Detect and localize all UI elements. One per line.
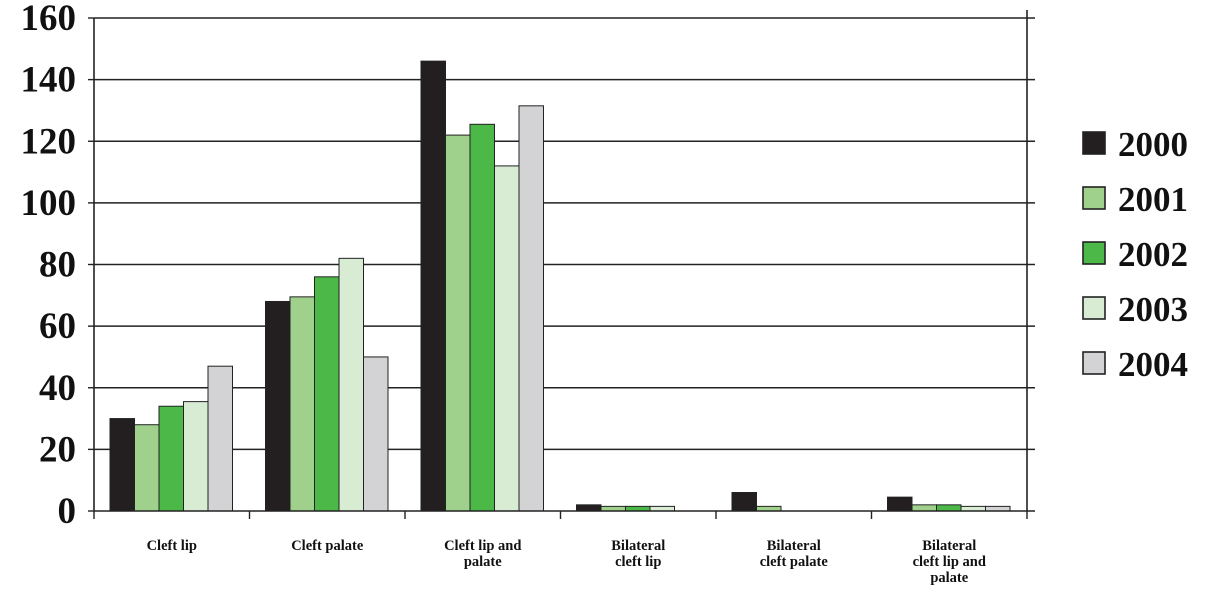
bar-2004-2 xyxy=(518,105,544,512)
axes xyxy=(88,10,1035,519)
x-tick-label: Bilateral xyxy=(767,538,821,554)
x-tick-label: palate xyxy=(464,554,502,570)
y-tick-label: 40 xyxy=(39,368,76,409)
legend-swatch xyxy=(1082,241,1106,265)
y-tick-label: 0 xyxy=(58,491,77,532)
bar-2004-1 xyxy=(363,356,389,512)
bar-2002-1 xyxy=(314,276,340,512)
legend-label: 2003 xyxy=(1118,290,1188,329)
bar-2002-2 xyxy=(469,123,495,512)
bar-2000-3 xyxy=(576,504,602,512)
legend-item-2001: 2001 xyxy=(1082,180,1188,219)
bar-2000-2 xyxy=(420,60,446,512)
bar-2000-4 xyxy=(731,492,757,512)
legend-swatch xyxy=(1082,351,1106,375)
bar-2001-5 xyxy=(911,504,937,512)
bar-2000-5 xyxy=(887,496,913,512)
legend-item-2000: 2000 xyxy=(1082,125,1188,164)
y-tick-label: 60 xyxy=(39,306,76,347)
y-tick-label: 140 xyxy=(21,60,77,101)
bar-2000-1 xyxy=(265,300,291,512)
legend-label: 2000 xyxy=(1118,125,1188,164)
x-tick-label: Bilateral xyxy=(922,538,976,554)
y-tick-label: 80 xyxy=(39,245,76,286)
bar-2001-0 xyxy=(134,424,160,512)
bar-2004-0 xyxy=(207,365,233,512)
bar-2003-2 xyxy=(494,165,520,512)
legend-item-2003: 2003 xyxy=(1082,290,1188,329)
x-tick-label: Cleft lip xyxy=(147,538,197,554)
bar-2001-2 xyxy=(445,134,471,512)
x-tick-label: Bilateral xyxy=(611,538,665,554)
legend-label: 2002 xyxy=(1118,235,1188,274)
bar-2003-1 xyxy=(338,257,364,512)
y-tick-label: 160 xyxy=(21,0,77,39)
gridlines xyxy=(94,17,1035,451)
y-tick-labels: 0 20 40 60 80 100 120 140 160 xyxy=(21,0,77,532)
legend: 2000 2001 2002 2003 2004 xyxy=(1082,125,1188,384)
bar-2002-5 xyxy=(936,504,962,512)
bars xyxy=(109,60,1011,512)
y-tick-label: 20 xyxy=(39,429,76,470)
bar-2003-0 xyxy=(183,401,209,512)
legend-swatch xyxy=(1082,131,1106,155)
x-tick-labels: Cleft lip Cleft palate Cleft lip andpalate… xyxy=(147,538,986,586)
x-tick-label: palate xyxy=(930,570,968,586)
bar-2002-0 xyxy=(158,405,184,512)
legend-swatch xyxy=(1082,186,1106,210)
x-tick-label: cleft palate xyxy=(760,554,829,570)
legend-item-2004: 2004 xyxy=(1082,345,1188,384)
legend-label: 2004 xyxy=(1118,345,1188,384)
legend-item-2002: 2002 xyxy=(1082,235,1188,274)
legend-label: 2001 xyxy=(1118,180,1188,219)
x-tick-label: Cleft palate xyxy=(291,538,364,554)
y-tick-label: 100 xyxy=(21,183,77,224)
x-tick-label: cleft lip xyxy=(615,554,661,570)
x-tick-label: Cleft lip and xyxy=(444,538,521,554)
bar-2001-1 xyxy=(289,296,315,512)
x-tick-label: cleft lip and xyxy=(913,554,986,570)
y-tick-label: 120 xyxy=(21,121,77,162)
bar-2000-0 xyxy=(109,418,135,512)
legend-swatch xyxy=(1082,296,1106,320)
